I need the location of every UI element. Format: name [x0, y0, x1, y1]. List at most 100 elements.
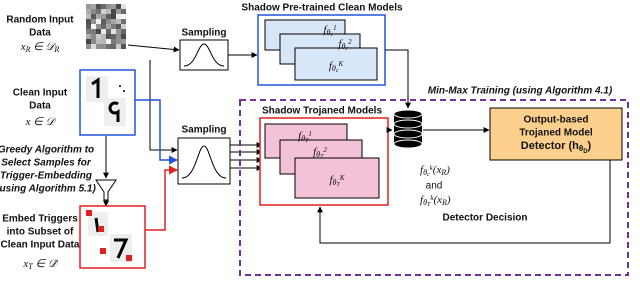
- noise-pixel: [121, 29, 126, 34]
- noise-pixel: [116, 4, 121, 9]
- model-card: [294, 157, 380, 199]
- math-part: θ: [423, 198, 427, 207]
- noise-pixel: [111, 39, 116, 44]
- noise-pixel: [86, 24, 91, 29]
- noise-pixel: [86, 14, 91, 19]
- math-part: Detector (h: [521, 140, 579, 152]
- noise-pixel: [116, 19, 121, 24]
- and-label: and: [426, 181, 443, 192]
- math-label: fθcK: [329, 60, 344, 75]
- noise-pixel: [121, 19, 126, 24]
- math-part: θ: [332, 64, 336, 73]
- math-part: θ: [423, 168, 427, 177]
- noise-pixel: [86, 29, 91, 34]
- noise-pixel: [111, 4, 116, 9]
- noise-pixel: [116, 29, 121, 34]
- arrow: [127, 44, 180, 53]
- sampling-label: Sampling: [181, 28, 226, 39]
- noise-pixel: [121, 39, 126, 44]
- label-line: Select Samples for: [1, 158, 92, 169]
- noise-pixel: [101, 29, 106, 34]
- math-part: c: [336, 68, 339, 74]
- math-part: f: [298, 130, 303, 142]
- random-noise-image: [86, 4, 126, 49]
- clean-models-title: Shadow Pre-trained Clean Models: [241, 3, 403, 14]
- noise-pixel: [116, 14, 121, 19]
- math-part: R: [25, 45, 31, 54]
- math-part: R: [440, 168, 446, 177]
- model-card: [294, 47, 378, 81]
- noise-pixel: [101, 9, 106, 14]
- math-part: 1: [333, 24, 337, 32]
- sampling-label: Sampling: [181, 125, 226, 136]
- detector-box: [489, 107, 623, 161]
- arrow: [135, 99, 178, 165]
- math-label: fθc1: [323, 24, 336, 39]
- arrow: [230, 142, 263, 171]
- math-part: K: [338, 60, 344, 68]
- noise-pixel: [111, 44, 116, 49]
- math-part: 1: [308, 130, 312, 138]
- noise-pixel: [106, 39, 111, 44]
- noise-pixel: [116, 34, 121, 39]
- noise-pixel: [91, 39, 96, 44]
- noise-pixel: [91, 24, 96, 29]
- math-part: θ: [326, 28, 330, 37]
- noise-pixel: [96, 44, 101, 49]
- math-label: fθT1: [298, 130, 312, 145]
- noise-pixel: [101, 19, 106, 24]
- math-part: T: [427, 202, 431, 208]
- database-icon: [393, 109, 423, 149]
- math-part: f: [323, 24, 328, 36]
- math-label: fθTK: [329, 174, 344, 189]
- decision-label: Detector Decision: [442, 213, 527, 224]
- label-line: Greedy Algorithm to: [0, 145, 94, 156]
- min-max-box: [239, 99, 629, 276]
- math-part: T: [305, 138, 309, 144]
- noise-pixel: [91, 34, 96, 39]
- noise-pixel: [91, 19, 96, 24]
- math-part: R: [441, 198, 447, 207]
- math-part: 2: [323, 146, 327, 154]
- noise-pixel: [106, 29, 111, 34]
- math-part: T: [320, 154, 324, 160]
- math-part: θ: [579, 144, 583, 153]
- noise-pixel: [86, 4, 91, 9]
- math-label: fθc2: [338, 38, 352, 53]
- math-part: T: [336, 182, 340, 188]
- noise-pixel: [116, 44, 121, 49]
- min-max-title: Min-Max Training (using Algorithm 4.1): [428, 86, 613, 97]
- noise-pixel: [106, 44, 111, 49]
- noise-pixel: [96, 19, 101, 24]
- noise-pixel: [86, 44, 91, 49]
- digit-images: [86, 76, 126, 126]
- math-part: f: [338, 38, 343, 50]
- noise-pixel: [96, 34, 101, 39]
- math-part: θ: [316, 150, 320, 159]
- math-part: K: [339, 174, 345, 182]
- math-part: R: [53, 45, 59, 54]
- math-part: θ: [333, 178, 337, 187]
- noise-pixel: [86, 9, 91, 14]
- math-part: k: [430, 164, 434, 172]
- math-part: ): [445, 164, 450, 176]
- math-part: x: [20, 41, 26, 53]
- math-part: c: [330, 32, 333, 38]
- noise-pixel: [116, 39, 121, 44]
- noise-pixel: [101, 44, 106, 49]
- math-part: k: [430, 194, 434, 202]
- math-label: fθT2: [313, 146, 327, 161]
- label-line: Output-based: [524, 115, 589, 126]
- noise-pixel: [106, 9, 111, 14]
- label-line: Data: [29, 101, 51, 112]
- math-part: c: [427, 172, 430, 178]
- label-line: Embed Triggers: [2, 214, 78, 225]
- math-part: f: [313, 146, 318, 158]
- math-part: 2: [348, 38, 352, 46]
- math-part: θ: [341, 42, 345, 51]
- math-part: (x: [433, 194, 442, 206]
- math-part: θ: [301, 134, 305, 143]
- math-part: f: [420, 164, 425, 176]
- noise-pixel: [91, 14, 96, 19]
